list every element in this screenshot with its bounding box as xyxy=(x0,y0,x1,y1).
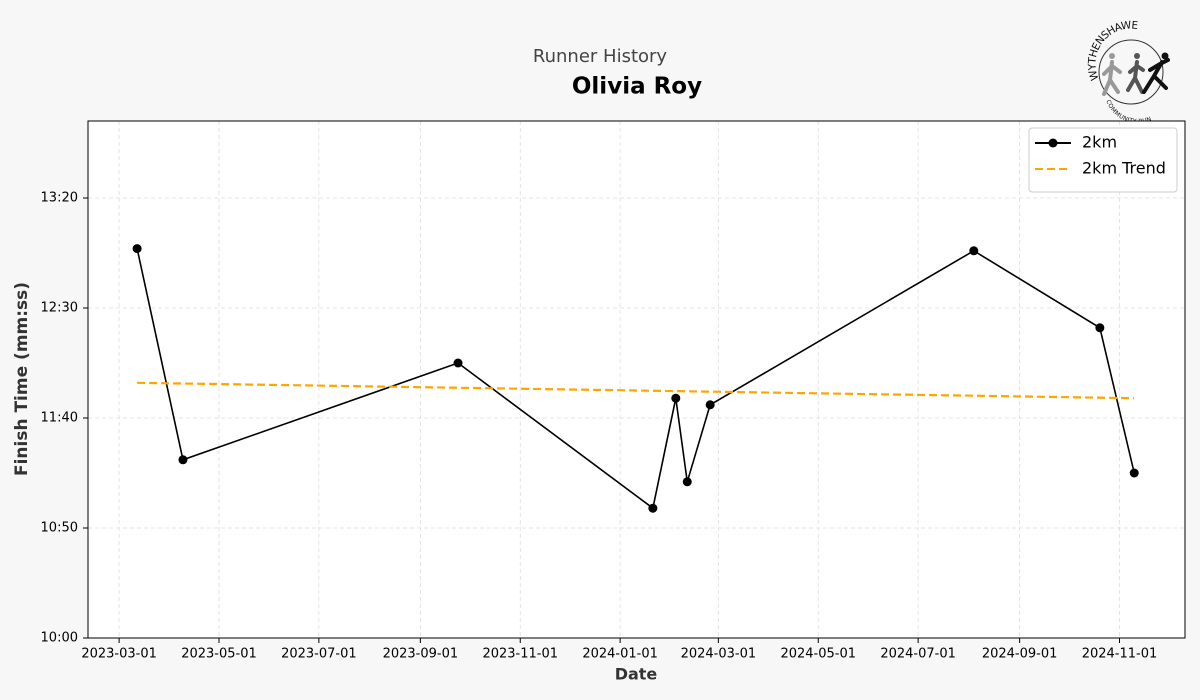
y-tick-label: 10:00 xyxy=(41,631,78,646)
data-point xyxy=(671,393,681,403)
x-axis-label: Date xyxy=(615,665,658,684)
trend-line xyxy=(137,381,1135,400)
x-tick-label: 2024-01-01 xyxy=(582,647,658,662)
data-point xyxy=(648,503,658,513)
data-point xyxy=(1095,323,1105,333)
plot-frame xyxy=(87,120,1186,639)
y-tick-label: 11:40 xyxy=(41,411,78,426)
chart-title: Olivia Roy xyxy=(572,74,702,100)
logo-runners xyxy=(1102,52,1170,96)
x-tick-label: 2024-09-01 xyxy=(982,647,1058,662)
data-point xyxy=(969,246,979,256)
logo-ring xyxy=(1098,39,1164,105)
legend-label: 2km xyxy=(1082,133,1117,152)
x-tick-label: 2023-11-01 xyxy=(482,647,558,662)
data-point xyxy=(682,477,692,487)
data-point xyxy=(705,400,715,410)
data-point xyxy=(1129,468,1139,478)
legend-marker xyxy=(1048,138,1058,148)
data-point xyxy=(132,244,142,254)
chart-subtitle: Runner History xyxy=(533,46,668,67)
y-tick-label: 12:30 xyxy=(41,301,78,316)
series-line xyxy=(136,248,1136,510)
x-tick-label: 2023-05-01 xyxy=(181,647,257,662)
x-tick-label: 2024-07-01 xyxy=(880,647,956,662)
plot-area xyxy=(88,121,1185,638)
legend: 2km 2km Trend xyxy=(1028,127,1178,193)
x-tick-label: 2024-05-01 xyxy=(780,647,856,662)
x-tick-label: 2024-03-01 xyxy=(681,647,757,662)
data-point xyxy=(453,358,463,368)
y-tick-label: 10:50 xyxy=(41,521,78,536)
x-tick-label: 2023-03-01 xyxy=(81,647,157,662)
x-tick-label: 2024-11-01 xyxy=(1082,647,1158,662)
y-tick-label: 13:20 xyxy=(41,191,78,206)
data-point xyxy=(178,455,188,465)
marks xyxy=(132,244,1139,513)
y-axis-label: Finish Time (mm:ss) xyxy=(12,282,32,476)
x-tick-label: 2023-09-01 xyxy=(383,647,459,662)
legend-label: 2km Trend xyxy=(1082,159,1166,178)
x-tick-label: 2023-07-01 xyxy=(281,647,357,662)
